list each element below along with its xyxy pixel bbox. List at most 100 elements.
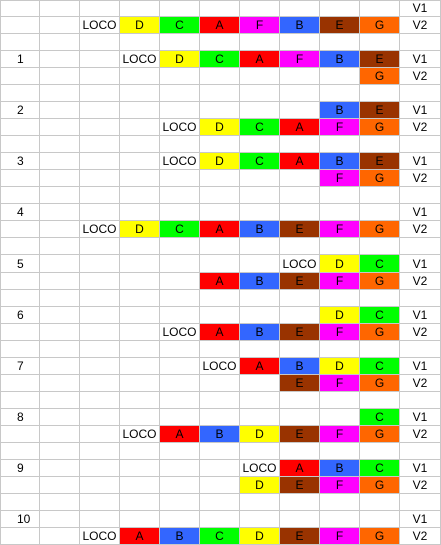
track-label-cell[interactable]: V1 xyxy=(400,51,441,68)
track-label-cell[interactable]: V2 xyxy=(400,528,441,545)
cell[interactable] xyxy=(360,290,400,307)
wagon-cell-c[interactable]: C xyxy=(240,153,280,170)
wagon-cell-g[interactable]: G xyxy=(360,528,400,545)
cell[interactable] xyxy=(80,443,120,460)
cell[interactable] xyxy=(320,392,360,409)
cell[interactable] xyxy=(160,0,200,17)
wagon-cell-f[interactable]: F xyxy=(320,426,360,443)
track-label-cell[interactable]: V1 xyxy=(400,307,441,324)
cell[interactable] xyxy=(320,34,360,51)
wagon-cell-g[interactable]: G xyxy=(360,17,400,34)
cell[interactable] xyxy=(240,392,280,409)
cell[interactable] xyxy=(80,255,120,273)
cell[interactable] xyxy=(40,290,80,307)
locomotive-cell[interactable]: LOCO xyxy=(120,426,160,443)
cell[interactable] xyxy=(280,136,320,153)
cell[interactable] xyxy=(80,153,120,170)
cell[interactable] xyxy=(240,494,280,511)
locomotive-cell[interactable]: LOCO xyxy=(160,119,200,136)
wagon-cell-d[interactable]: D xyxy=(320,358,360,375)
cell[interactable] xyxy=(120,511,160,528)
track-label-cell[interactable]: V1 xyxy=(400,511,441,528)
wagon-cell-b[interactable]: B xyxy=(320,102,360,119)
cell[interactable] xyxy=(320,443,360,460)
track-label-cell[interactable]: V1 xyxy=(400,460,441,477)
cell[interactable] xyxy=(80,324,120,341)
track-label-cell[interactable]: V2 xyxy=(400,221,441,238)
cell[interactable] xyxy=(240,204,280,221)
cell[interactable] xyxy=(40,358,80,375)
cell[interactable] xyxy=(240,170,280,187)
wagon-cell-e[interactable]: E xyxy=(360,102,400,119)
wagon-cell-c[interactable]: C xyxy=(360,409,400,426)
cell[interactable] xyxy=(240,136,280,153)
cell[interactable] xyxy=(80,119,120,136)
cell[interactable] xyxy=(40,443,80,460)
cell[interactable] xyxy=(240,187,280,204)
wagon-cell-f[interactable]: F xyxy=(240,17,280,34)
cell[interactable] xyxy=(40,17,80,34)
cell[interactable] xyxy=(40,85,80,102)
cell[interactable] xyxy=(320,0,360,17)
wagon-cell-f[interactable]: F xyxy=(320,477,360,494)
cell[interactable] xyxy=(0,528,40,545)
track-label-cell[interactable]: V1 xyxy=(400,102,441,119)
cell[interactable] xyxy=(40,238,80,255)
cell[interactable] xyxy=(240,511,280,528)
cell[interactable] xyxy=(0,187,40,204)
wagon-cell-a[interactable]: A xyxy=(200,221,240,238)
cell[interactable] xyxy=(400,290,441,307)
cell[interactable] xyxy=(280,170,320,187)
cell[interactable] xyxy=(400,34,441,51)
cell[interactable] xyxy=(400,392,441,409)
cell[interactable] xyxy=(160,136,200,153)
cell[interactable] xyxy=(200,392,240,409)
cell[interactable] xyxy=(80,273,120,290)
wagon-cell-d[interactable]: D xyxy=(200,153,240,170)
cell[interactable] xyxy=(360,34,400,51)
wagon-cell-c[interactable]: C xyxy=(360,307,400,324)
cell[interactable] xyxy=(0,375,40,392)
cell[interactable] xyxy=(80,460,120,477)
cell[interactable] xyxy=(320,290,360,307)
cell[interactable] xyxy=(200,443,240,460)
cell[interactable] xyxy=(80,51,120,68)
wagon-cell-b[interactable]: B xyxy=(320,460,360,477)
cell[interactable] xyxy=(40,170,80,187)
cell[interactable] xyxy=(0,68,40,85)
wagon-cell-g[interactable]: G xyxy=(360,68,400,85)
wagon-cell-f[interactable]: F xyxy=(320,324,360,341)
wagon-cell-f[interactable]: F xyxy=(320,375,360,392)
wagon-cell-f[interactable]: F xyxy=(320,170,360,187)
cell[interactable] xyxy=(160,273,200,290)
cell[interactable] xyxy=(80,85,120,102)
track-label-cell[interactable]: V1 xyxy=(400,204,441,221)
wagon-cell-e[interactable]: E xyxy=(280,477,320,494)
cell[interactable] xyxy=(0,17,40,34)
wagon-cell-b[interactable]: B xyxy=(240,324,280,341)
cell[interactable] xyxy=(40,255,80,273)
wagon-cell-b[interactable]: B xyxy=(280,358,320,375)
cell[interactable] xyxy=(200,34,240,51)
cell[interactable] xyxy=(120,290,160,307)
cell[interactable] xyxy=(160,307,200,324)
cell[interactable] xyxy=(200,460,240,477)
cell[interactable] xyxy=(120,494,160,511)
cell[interactable] xyxy=(80,136,120,153)
cell[interactable] xyxy=(160,392,200,409)
cell[interactable] xyxy=(40,460,80,477)
cell[interactable] xyxy=(80,341,120,358)
cell[interactable] xyxy=(0,0,40,17)
cell[interactable] xyxy=(40,341,80,358)
cell[interactable] xyxy=(320,187,360,204)
cell[interactable] xyxy=(120,238,160,255)
cell[interactable] xyxy=(160,170,200,187)
wagon-cell-a[interactable]: A xyxy=(120,528,160,545)
locomotive-cell[interactable]: LOCO xyxy=(160,153,200,170)
cell[interactable] xyxy=(0,392,40,409)
cell[interactable] xyxy=(120,443,160,460)
cell[interactable] xyxy=(320,238,360,255)
cell[interactable] xyxy=(200,409,240,426)
cell[interactable] xyxy=(80,307,120,324)
cell[interactable] xyxy=(320,85,360,102)
